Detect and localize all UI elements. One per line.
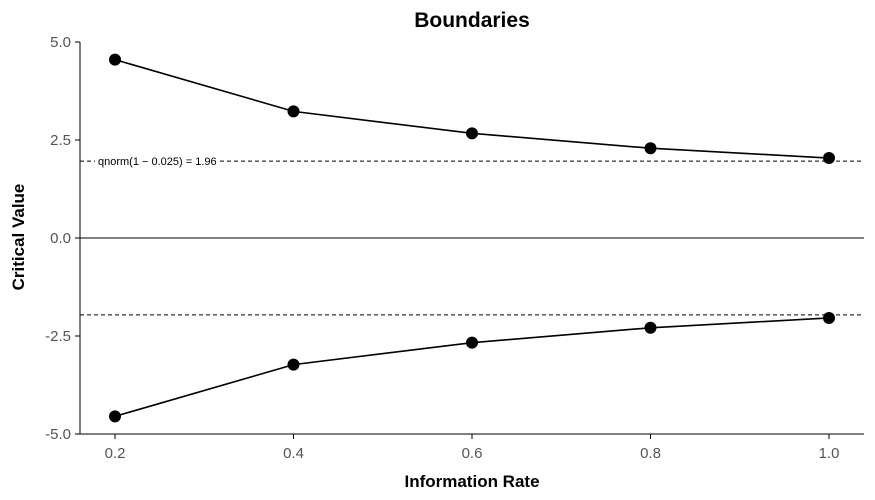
chart-title: Boundaries — [414, 9, 530, 32]
y-tick-label: 0.0 — [50, 230, 71, 247]
upper-boundary-line — [114, 58, 830, 159]
y-axis-label: Critical Value — [9, 184, 28, 291]
upper-boundary-point — [466, 127, 478, 140]
lower-boundary-point — [823, 311, 835, 324]
lower-boundary-point — [466, 336, 478, 349]
lower-boundary-point — [644, 321, 657, 334]
x-tick-label: 0.8 — [640, 445, 661, 462]
lower-boundary-point — [109, 410, 121, 423]
x-tick-label: 0.4 — [283, 445, 304, 462]
x-tick-label: 1.0 — [819, 445, 840, 462]
y-tick-label: -2.5 — [45, 328, 71, 345]
y-tick-label: -5.0 — [45, 426, 71, 443]
annotation-background — [95, 154, 220, 169]
upper-boundary-point — [109, 53, 121, 66]
reference-annotation: qnorm(1 − 0.025) = 1.96 — [98, 156, 217, 168]
lower-boundary-line — [114, 317, 830, 418]
y-tick-label: 2.5 — [50, 132, 71, 149]
x-tick-label: 0.2 — [105, 445, 126, 462]
x-tick-label: 0.6 — [462, 445, 483, 462]
upper-boundary-point — [823, 152, 835, 165]
x-axis-label: Information Rate — [404, 472, 539, 491]
upper-boundary-point — [644, 142, 657, 155]
lower-boundary-point — [287, 358, 300, 371]
upper-boundary-point — [287, 105, 300, 118]
y-tick-label: 5.0 — [50, 34, 71, 51]
